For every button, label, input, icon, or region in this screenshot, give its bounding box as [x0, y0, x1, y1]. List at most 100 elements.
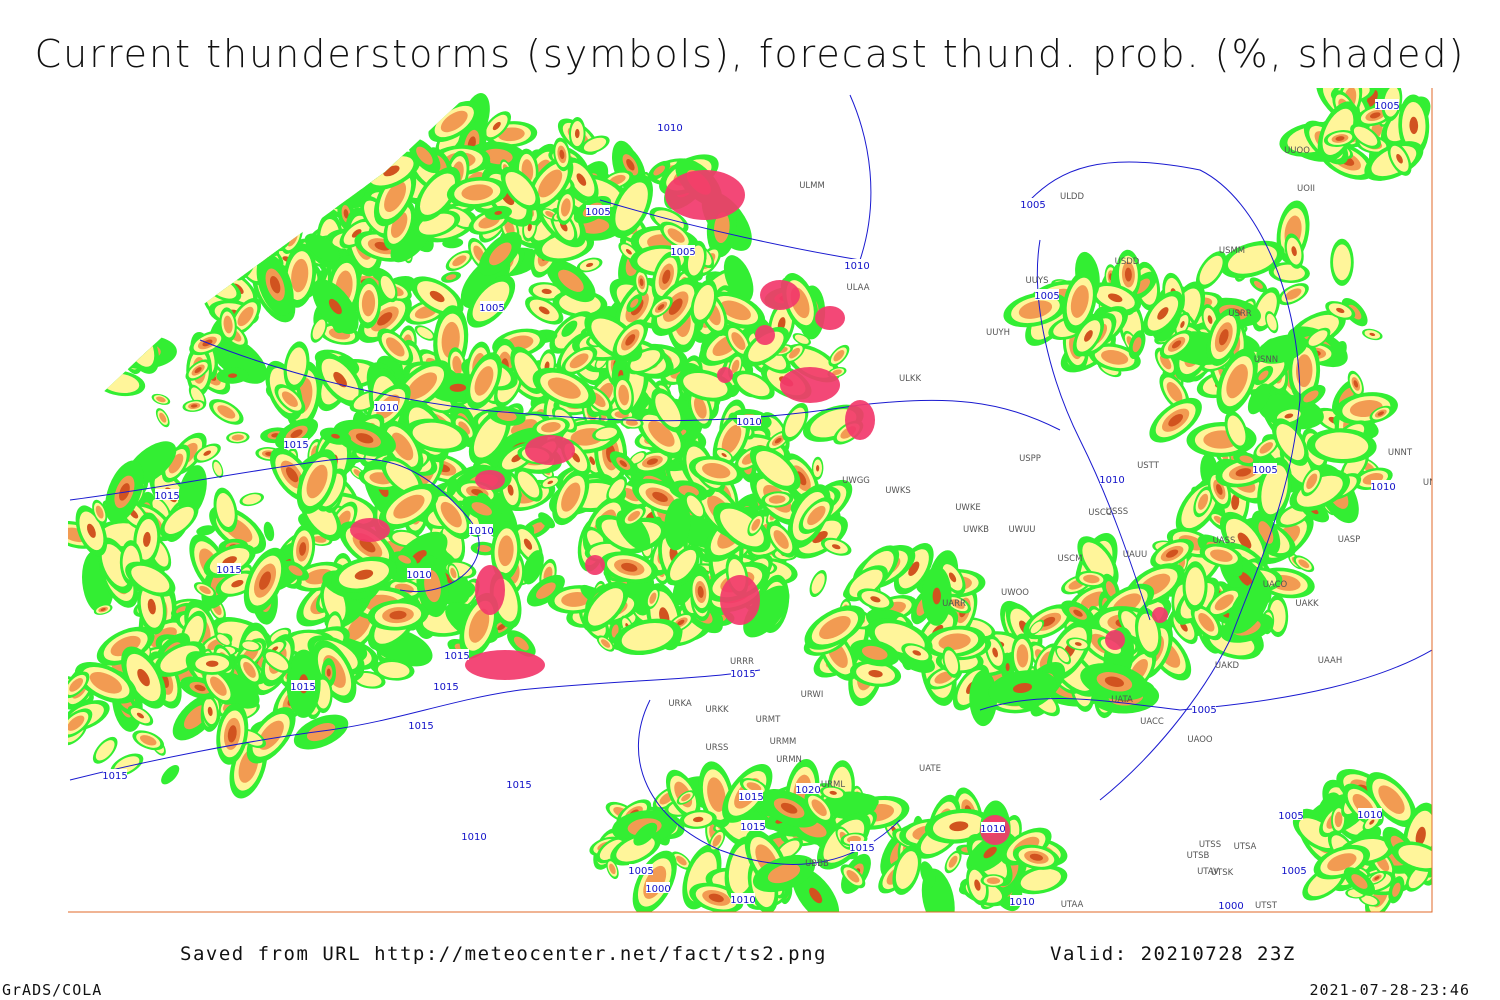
thunderstorm-cluster — [525, 435, 575, 465]
shading-blob — [743, 585, 790, 638]
shading-blob — [204, 170, 225, 190]
station-label: URKK — [705, 705, 729, 715]
shading-blob — [308, 97, 333, 114]
shading-blob — [103, 208, 143, 270]
shading-blob — [142, 264, 155, 271]
shading-blob — [162, 154, 181, 175]
shading-blob — [561, 592, 591, 607]
shading-blob — [600, 639, 611, 648]
shading-blob — [199, 585, 211, 595]
thunderstorm-cluster — [475, 470, 505, 490]
isobar-label: 1005 — [479, 303, 504, 314]
isobar-label: 1010 — [468, 526, 493, 537]
station-label: URMM — [770, 737, 797, 747]
shading-blob — [183, 133, 214, 185]
shading-blob — [389, 610, 407, 620]
shading-blob — [420, 88, 455, 106]
shading-blob — [246, 140, 279, 181]
station-label: UUOO — [1284, 146, 1310, 156]
shading-blob — [536, 582, 556, 599]
thunderstorm-cluster — [1152, 607, 1168, 623]
shading-blob — [305, 147, 321, 177]
shading-blob — [538, 306, 550, 315]
shading-blob — [259, 571, 271, 590]
shading-blob — [288, 153, 313, 178]
shading-blob — [398, 555, 412, 564]
shading-blob — [203, 450, 212, 456]
shading-blob — [365, 138, 381, 166]
shading-blob — [89, 255, 146, 297]
shading-blob — [621, 487, 640, 502]
shading-blob — [217, 405, 236, 419]
shading-blob — [317, 140, 350, 173]
station-label: UUYS — [1025, 276, 1048, 286]
shading-blob — [266, 167, 330, 207]
shading-blob — [123, 182, 151, 199]
shading-blob — [138, 312, 153, 329]
shading-blob — [147, 598, 156, 615]
shading-blob — [88, 344, 124, 367]
shading-blob — [237, 306, 254, 327]
shading-blob — [450, 567, 457, 579]
shading-blob — [195, 180, 230, 210]
shading-blob — [737, 374, 770, 397]
shading-blob — [96, 260, 139, 292]
shading-blob — [225, 116, 254, 131]
shading-blob — [369, 88, 395, 93]
shading-blob — [137, 261, 160, 274]
shading-blob — [393, 494, 425, 519]
shading-blob — [391, 432, 414, 461]
shading-blob — [263, 169, 322, 216]
shading-blob — [285, 467, 299, 483]
shading-blob — [168, 180, 176, 196]
isobar-label: 1015 — [730, 669, 755, 680]
station-label: UARR — [942, 599, 966, 609]
shading-blob — [253, 96, 290, 142]
shading-blob — [630, 350, 661, 372]
isobar-label: 1015 — [290, 682, 315, 693]
shading-blob — [118, 267, 166, 308]
shading-blob — [452, 355, 463, 375]
shading-blob — [377, 312, 393, 326]
shading-blob — [812, 530, 828, 544]
station-label: UACC — [1140, 717, 1164, 727]
shading-blob — [370, 148, 376, 157]
shading-blob — [108, 216, 139, 263]
station-label: URSS — [706, 743, 729, 753]
thunderstorm-cluster — [665, 170, 745, 220]
shading-blob — [831, 544, 841, 550]
shading-blob — [243, 198, 277, 216]
shading-blob — [231, 579, 244, 588]
shading-blob — [201, 143, 209, 159]
shading-blob — [307, 169, 349, 195]
shading-blob — [589, 456, 596, 465]
shading-blob — [156, 190, 186, 230]
shading-blob — [247, 233, 258, 240]
station-label: UAAH — [1318, 656, 1342, 666]
isobar-label: 1005 — [1034, 291, 1059, 302]
station-label: UTSB — [1187, 851, 1210, 861]
shading-blob — [200, 167, 229, 193]
station-label: UAUU — [1123, 550, 1147, 560]
station-label: UTST — [1255, 901, 1278, 911]
shading-blob — [127, 184, 147, 197]
shading-blob — [187, 139, 210, 179]
shading-blob — [377, 662, 410, 679]
isobar-label: 1015 — [433, 682, 458, 693]
shading-blob — [242, 231, 263, 242]
shading-blob — [477, 545, 492, 553]
shading-blob — [370, 161, 377, 175]
shading-blob — [355, 433, 374, 444]
shading-blob — [312, 319, 326, 340]
shading-blob — [299, 542, 307, 556]
station-label: UOII — [1297, 184, 1315, 194]
shading-blob — [82, 340, 129, 371]
isobar-label: 1005 — [1020, 200, 1045, 211]
shading-blob — [290, 212, 298, 228]
isobar-label: 1015 — [216, 565, 241, 576]
map-area: 1010 1005 1005 1010 1005 1010 1015 1010 1015 1010… — [68, 88, 1432, 912]
shading-blob — [412, 422, 462, 449]
station-label: ULAA — [846, 283, 869, 293]
shading-blob — [104, 265, 127, 282]
shading-blob — [720, 508, 764, 547]
